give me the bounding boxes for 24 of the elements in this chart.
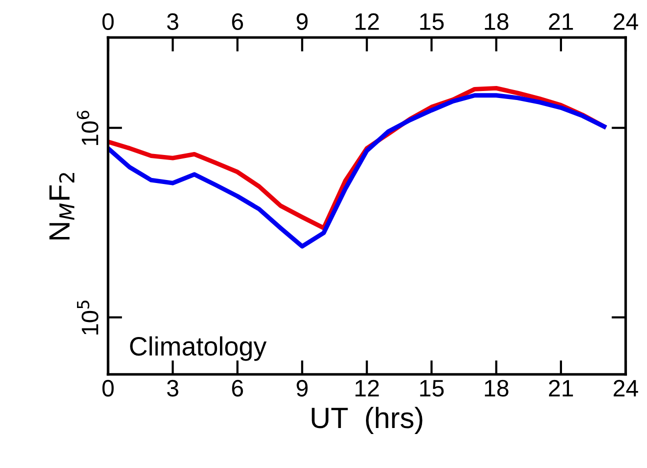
x2-tick-label: 15 xyxy=(420,14,444,30)
x2-tick-label: 3 xyxy=(167,13,178,30)
y-tick-label: 10$^{5}$ xyxy=(77,300,98,334)
x-tick-label: 21 xyxy=(549,380,573,396)
line-series xyxy=(108,93,606,249)
x-tick-label: 24 xyxy=(614,380,638,396)
x2-tick-label: 9 xyxy=(296,13,308,30)
x2-tick-label: 6 xyxy=(232,13,243,30)
x-tick-label: 15 xyxy=(420,380,444,397)
x2-tick-label: 12 xyxy=(356,13,379,30)
x-tick-label: 12 xyxy=(356,380,379,396)
x-tick-label: 6 xyxy=(232,380,243,397)
x2-tick-label: 18 xyxy=(484,13,508,30)
x-tick-label: 9 xyxy=(296,380,308,397)
x2-tick-label: 24 xyxy=(614,13,638,30)
x-tick-label: 3 xyxy=(167,380,178,397)
annotation: Climatology xyxy=(130,336,267,361)
x2-tick-label: 0 xyxy=(102,13,114,30)
x-axis-title: UT (hrs) xyxy=(312,406,422,434)
x2-tick-label: 21 xyxy=(549,13,573,30)
x-tick-label: 18 xyxy=(484,380,508,397)
y-axis-title: N$_{M}$F$_{2}$ xyxy=(49,173,74,240)
x-tick-label: 0 xyxy=(102,380,114,397)
y-tick-label: 10$^{6}$ xyxy=(76,110,98,145)
